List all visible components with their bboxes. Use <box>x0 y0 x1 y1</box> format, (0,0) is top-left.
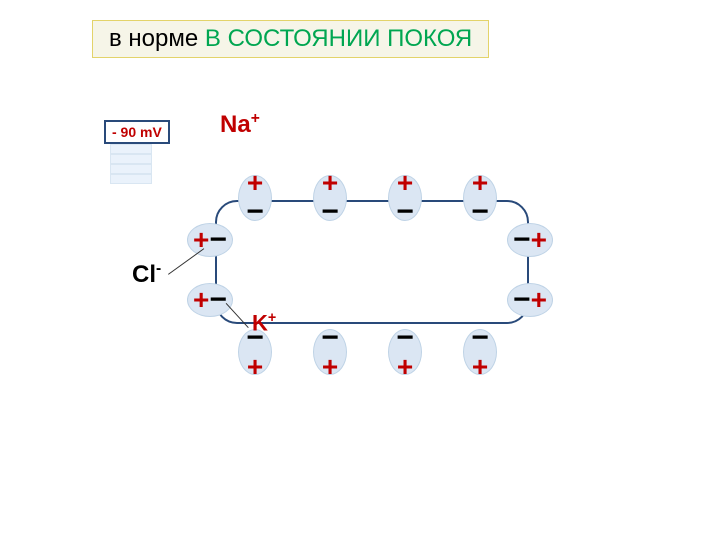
bar-cell <box>110 164 152 174</box>
ion-label-text: K <box>252 310 268 335</box>
minus-sign: − <box>396 197 414 227</box>
ion-label-text: Na <box>220 111 251 138</box>
plus-sign: + <box>531 226 547 254</box>
plus-sign: + <box>247 169 263 197</box>
bar-cell <box>110 174 152 184</box>
ion: +− <box>238 175 272 221</box>
bar-cell <box>110 144 152 154</box>
minus-sign: − <box>513 225 531 255</box>
ion: −+ <box>388 329 422 375</box>
ion: +− <box>463 175 497 221</box>
plus-sign: + <box>397 353 413 381</box>
minus-sign: − <box>209 285 227 315</box>
ion: +− <box>388 175 422 221</box>
plus-sign: + <box>247 353 263 381</box>
ion-label: K+ <box>252 310 276 336</box>
plus-sign: + <box>531 286 547 314</box>
ion-label: Cl- <box>132 260 161 289</box>
minus-sign: − <box>321 197 339 227</box>
ion: −+ <box>313 329 347 375</box>
minus-sign: − <box>471 323 489 353</box>
plus-sign: + <box>472 353 488 381</box>
ion: +− <box>313 175 347 221</box>
minus-sign: − <box>396 323 414 353</box>
ion-label-super: + <box>268 310 276 326</box>
leader-line <box>168 248 205 275</box>
minus-sign: − <box>209 225 227 255</box>
ion-label-super: + <box>251 110 260 127</box>
plus-sign: + <box>472 169 488 197</box>
title-box: в норме В СОСТОЯНИИ ПОКОЯ <box>92 20 489 58</box>
plus-sign: + <box>322 169 338 197</box>
title-normal: в норме <box>109 25 198 52</box>
plus-sign: + <box>193 286 209 314</box>
ion: −+ <box>507 223 553 257</box>
minus-sign: − <box>513 285 531 315</box>
ion-label-super: - <box>156 260 161 277</box>
minus-sign: − <box>246 197 264 227</box>
bar-cell <box>110 154 152 164</box>
ion-label-text: Cl <box>132 261 156 288</box>
plus-sign: + <box>397 169 413 197</box>
title-resting: В СОСТОЯНИИ ПОКОЯ <box>205 25 472 52</box>
bar-stack <box>110 144 152 184</box>
ion: +− <box>187 223 233 257</box>
plus-sign: + <box>322 353 338 381</box>
minus-sign: − <box>471 197 489 227</box>
ion: +− <box>187 283 233 317</box>
ion: −+ <box>463 329 497 375</box>
ion-label: Na+ <box>220 110 260 139</box>
minus-sign: − <box>321 323 339 353</box>
ion: −+ <box>507 283 553 317</box>
voltage-box: - 90 mV <box>104 120 170 144</box>
